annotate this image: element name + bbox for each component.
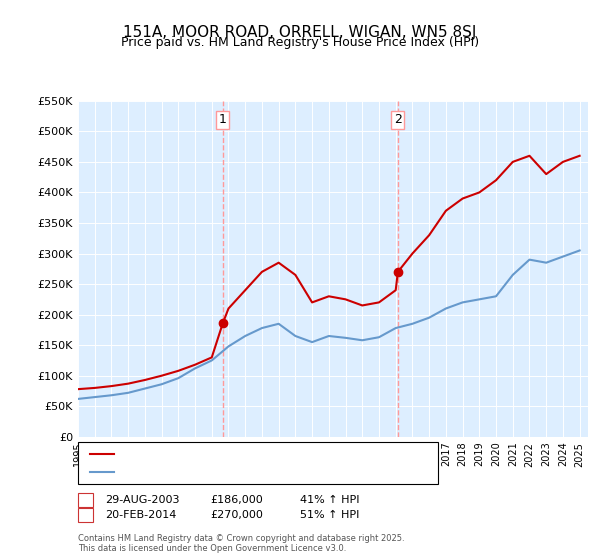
Text: 51% ↑ HPI: 51% ↑ HPI xyxy=(300,510,359,520)
Text: 151A, MOOR ROAD, ORRELL, WIGAN, WN5 8SJ: 151A, MOOR ROAD, ORRELL, WIGAN, WN5 8SJ xyxy=(124,25,476,40)
Text: 151A, MOOR ROAD, ORRELL, WIGAN, WN5 8SJ (detached house): 151A, MOOR ROAD, ORRELL, WIGAN, WN5 8SJ … xyxy=(120,449,436,459)
Text: 2: 2 xyxy=(82,510,89,520)
Text: 1: 1 xyxy=(82,495,89,505)
Text: £270,000: £270,000 xyxy=(210,510,263,520)
Text: £186,000: £186,000 xyxy=(210,495,263,505)
Text: Price paid vs. HM Land Registry's House Price Index (HPI): Price paid vs. HM Land Registry's House … xyxy=(121,36,479,49)
Text: HPI: Average price, detached house, Wigan: HPI: Average price, detached house, Wiga… xyxy=(120,467,331,477)
Text: 1: 1 xyxy=(219,113,227,126)
Text: 41% ↑ HPI: 41% ↑ HPI xyxy=(300,495,359,505)
Text: 20-FEB-2014: 20-FEB-2014 xyxy=(105,510,176,520)
Text: 29-AUG-2003: 29-AUG-2003 xyxy=(105,495,179,505)
Text: 2: 2 xyxy=(394,113,402,126)
Text: Contains HM Land Registry data © Crown copyright and database right 2025.
This d: Contains HM Land Registry data © Crown c… xyxy=(78,534,404,553)
